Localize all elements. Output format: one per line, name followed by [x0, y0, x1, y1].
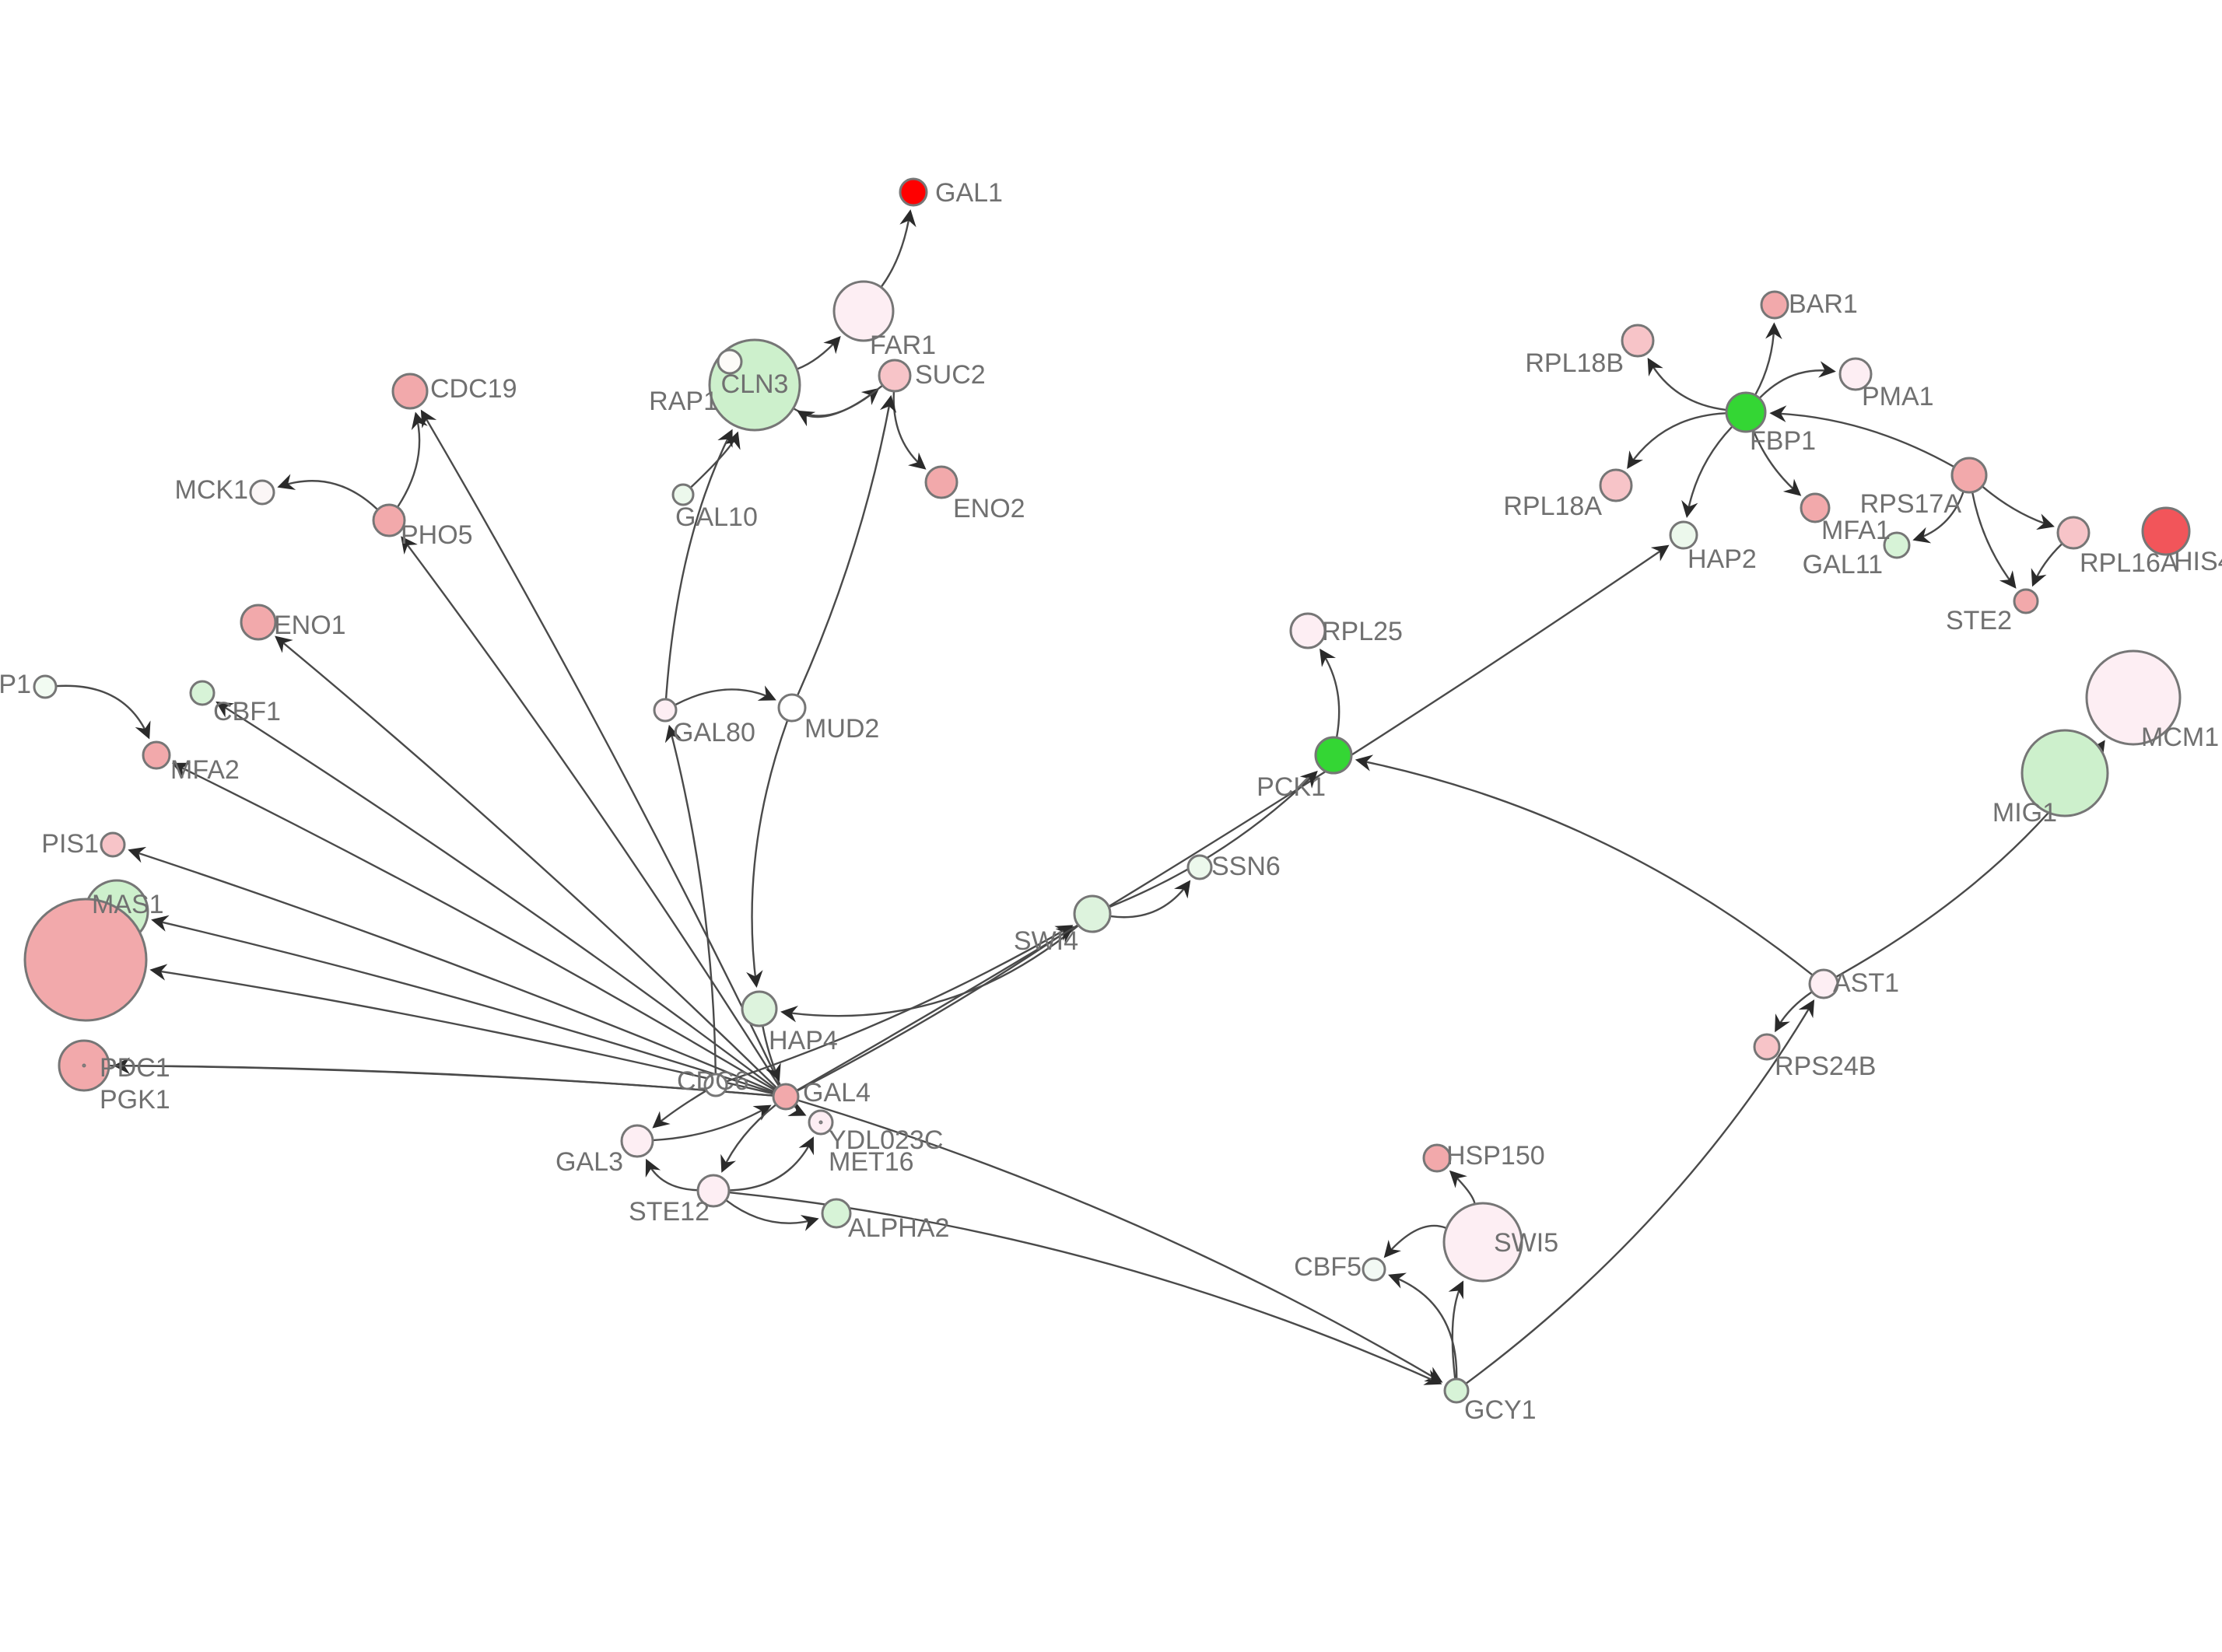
svg-text:CDC6: CDC6 [677, 1066, 749, 1096]
svg-text:GAL4: GAL4 [803, 1078, 871, 1108]
svg-text:AST1: AST1 [1833, 968, 1899, 998]
svg-text:CBF1: CBF1 [213, 697, 281, 726]
svg-text:SWI5: SWI5 [1494, 1228, 1558, 1258]
svg-text:CDC19: CDC19 [430, 374, 517, 404]
svg-text:CBF5: CBF5 [1294, 1252, 1362, 1282]
svg-text:TUP1: TUP1 [0, 670, 31, 699]
svg-text:MCM1: MCM1 [2141, 723, 2219, 752]
svg-text:GCY1: GCY1 [1464, 1395, 1537, 1425]
svg-text:RPL18A: RPL18A [1503, 492, 1602, 521]
svg-text:MFA1: MFA1 [1821, 516, 1891, 545]
svg-text:RPS17A: RPS17A [1860, 489, 1962, 519]
svg-text:ALPHA2: ALPHA2 [848, 1213, 949, 1243]
svg-text:STE12: STE12 [629, 1197, 710, 1227]
svg-text:RAP1: RAP1 [649, 387, 718, 416]
svg-text:FAR1: FAR1 [870, 331, 936, 360]
svg-text:RPL18B: RPL18B [1525, 348, 1624, 378]
svg-text:PCK1: PCK1 [1256, 772, 1326, 802]
svg-text:ENO1: ENO1 [274, 611, 346, 640]
svg-text:MET16: MET16 [829, 1147, 914, 1177]
svg-text:GAL1: GAL1 [935, 178, 1003, 208]
svg-text:GAL3: GAL3 [556, 1147, 623, 1177]
svg-text:PDC1: PDC1 [100, 1053, 170, 1083]
svg-text:HSP150: HSP150 [1446, 1141, 1545, 1171]
svg-text:MCK1: MCK1 [175, 475, 248, 505]
svg-text:PHO5: PHO5 [401, 520, 473, 550]
svg-text:SUC2: SUC2 [915, 360, 986, 390]
svg-text:GAL10: GAL10 [675, 502, 758, 532]
svg-text:PMA1: PMA1 [1862, 382, 1934, 411]
svg-text:PIS1: PIS1 [41, 829, 99, 859]
svg-text:MUD2: MUD2 [804, 714, 879, 744]
svg-text:ENO2: ENO2 [953, 494, 1025, 523]
svg-text:HAP2: HAP2 [1688, 544, 1757, 574]
svg-text:RPL25: RPL25 [1322, 617, 1403, 646]
svg-text:GAL11: GAL11 [1803, 550, 1883, 579]
svg-text:STE2: STE2 [1946, 606, 2012, 635]
svg-text:HIS4: HIS4 [2174, 547, 2222, 576]
svg-text:MAS1: MAS1 [92, 890, 164, 919]
svg-text:PGK1: PGK1 [100, 1085, 170, 1115]
svg-text:MFA2: MFA2 [170, 755, 240, 785]
svg-text:SWI4: SWI4 [1014, 926, 1078, 956]
svg-text:RPS24B: RPS24B [1775, 1052, 1876, 1081]
svg-text:FBP1: FBP1 [1750, 426, 1816, 456]
svg-text:CLN3: CLN3 [721, 369, 789, 399]
svg-text:MIG1: MIG1 [1992, 798, 2057, 828]
svg-text:HAP4: HAP4 [769, 1026, 838, 1055]
svg-text:SSN6: SSN6 [1211, 852, 1281, 881]
svg-text:BAR1: BAR1 [1789, 289, 1858, 319]
svg-text:GAL80: GAL80 [673, 718, 755, 747]
svg-text:RPL16A: RPL16A [2080, 548, 2178, 578]
